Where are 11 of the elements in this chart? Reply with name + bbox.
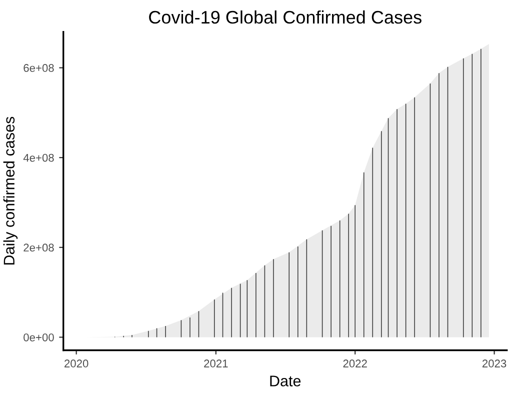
y-tick-label: 4e+08 bbox=[23, 154, 54, 162]
x-tick-label: 2023 bbox=[482, 360, 506, 368]
y-axis-title: Daily confirmed cases bbox=[3, 116, 18, 264]
x-tick-label: 2020 bbox=[64, 360, 88, 368]
y-tick-label: 6e+08 bbox=[24, 64, 54, 72]
chart-title: Covid-19 Global Confirmed Cases bbox=[149, 10, 422, 24]
y-tick-label: 2e+08 bbox=[24, 244, 54, 252]
x-axis-title: Date bbox=[270, 376, 301, 386]
x-tick-label: 2022 bbox=[343, 360, 367, 368]
y-tick-label: 0e+00 bbox=[24, 333, 54, 342]
x-tick-label: 2021 bbox=[204, 360, 228, 368]
